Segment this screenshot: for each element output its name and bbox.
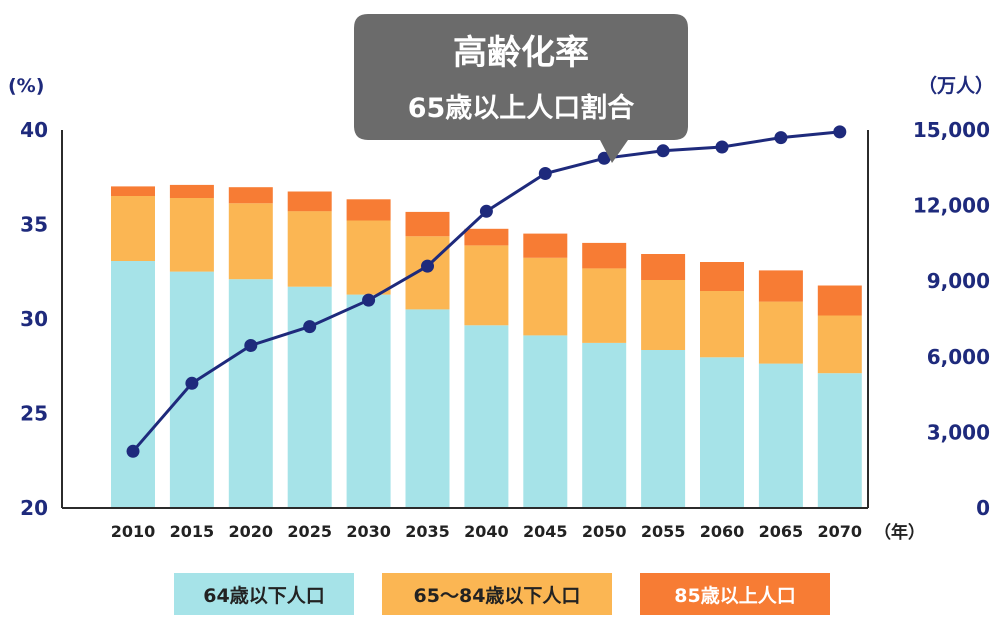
bar-85plus-2040 [464,228,509,246]
x-axis-unit: （年） [874,522,925,543]
aging-rate-point-2020 [244,339,258,352]
callout-bubble [354,14,688,163]
bar-65-84-2030 [346,220,391,295]
x-tick-2025: 2025 [287,522,332,541]
bar-85plus-2060 [700,262,744,291]
bar-65-84-2010 [111,196,155,261]
bar-under64-2070 [817,373,862,508]
tick-labels-group: 40 35 30 25 20 15,000 12,000 9,000 6,000 3,000 0 20… [20,118,990,541]
x-tick-2060: 2060 [700,522,745,541]
bar-under64-2035 [405,309,450,508]
left-tick-20: 20 [20,496,48,520]
aging-rate-point-2050 [597,151,611,165]
left-tick-30: 30 [20,307,48,331]
bar-85plus-2045 [523,233,568,258]
legend-label-65-84: 65～84歳以下人口 [414,585,581,607]
left-tick-35: 35 [20,213,48,237]
bar-under64-2060 [700,357,744,508]
line-series-group [126,125,847,458]
bar-65-84-2040 [464,245,509,326]
x-tick-2040: 2040 [464,522,509,541]
aging-rate-point-2040 [479,204,493,218]
bar-65-84-2045 [523,257,568,336]
bar-under64-2065 [758,363,803,508]
left-tick-40: 40 [20,118,48,142]
right-tick-6000: 6,000 [927,345,990,369]
left-axis-unit: (%) [8,75,44,97]
aging-rate-point-2045 [538,167,552,180]
bar-65-84-2060 [700,291,744,358]
bar-85plus-2035 [405,211,450,237]
legend-label-85plus: 85歳以上人口 [674,585,795,607]
bar-under64-2055 [641,350,686,508]
chart-title: 高齢化率 [453,33,589,73]
right-tick-12000: 12,000 [913,194,990,218]
bar-85plus-2015 [169,184,214,198]
aging-rate-point-2060 [715,140,729,154]
x-tick-2035: 2035 [405,522,450,541]
bar-65-84-2050 [582,268,627,343]
x-tick-2055: 2055 [641,522,686,541]
bar-65-84-2025 [287,211,332,287]
right-tick-9000: 9,000 [927,269,990,293]
bar-85plus-2020 [228,187,273,204]
bar-85plus-2055 [641,254,686,280]
x-tick-2050: 2050 [582,522,627,541]
x-tick-2045: 2045 [523,522,568,541]
bar-85plus-2025 [287,191,332,212]
bar-85plus-2070 [817,285,862,316]
legend: 64歳以下人口 65～84歳以下人口 85歳以上人口 [174,573,830,615]
bar-under64-2050 [582,342,627,508]
right-tick-3000: 3,000 [927,420,990,444]
bar-under64-2030 [346,294,391,508]
bar-85plus-2030 [346,199,391,221]
legend-swatch-under64 [174,573,354,615]
x-tick-2015: 2015 [170,522,215,541]
bar-65-84-2065 [758,301,803,364]
title-callout: 高齢化率 65歳以上人口割合 [354,14,688,163]
legend-swatch-65-84 [382,573,612,615]
aging-rate-point-2025 [303,320,317,334]
bar-85plus-2050 [582,242,627,269]
aging-rate-point-2035 [421,259,434,273]
left-tick-25: 25 [20,402,48,426]
right-tick-15000: 15,000 [913,118,990,142]
right-tick-0: 0 [976,496,990,520]
aging-rate-point-2055 [656,144,670,158]
aging-rate-point-2070 [833,125,847,139]
x-tick-2020: 2020 [229,522,274,541]
bar-65-84-2070 [817,315,862,374]
aging-rate-point-2030 [362,293,376,307]
bar-under64-2045 [523,335,568,508]
bar-65-84-2015 [169,198,214,272]
legend-label-under64: 64歳以下人口 [203,585,324,607]
bar-under64-2040 [464,325,509,508]
aging-rate-point-2065 [774,131,788,145]
bar-under64-2020 [228,279,273,508]
x-tick-2010: 2010 [111,522,156,541]
chart-subtitle: 65歳以上人口割合 [408,92,635,124]
x-tick-2065: 2065 [759,522,804,541]
legend-swatch-85plus [640,573,830,615]
aging-rate-point-2010 [126,444,140,458]
right-axis-unit: （万人） [918,74,994,97]
x-tick-2030: 2030 [346,522,391,541]
x-tick-2070: 2070 [818,522,863,541]
bar-85plus-2010 [111,186,155,196]
bar-series-group [111,184,862,508]
bar-65-84-2035 [405,236,450,310]
bar-under64-2010 [111,261,155,508]
bar-65-84-2055 [641,279,686,350]
bar-65-84-2020 [228,203,273,280]
bar-85plus-2065 [758,270,803,302]
aging-rate-point-2015 [185,376,199,390]
